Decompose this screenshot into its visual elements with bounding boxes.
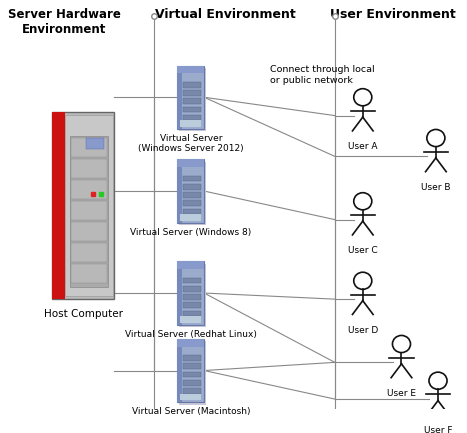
FancyBboxPatch shape	[71, 138, 107, 157]
FancyBboxPatch shape	[180, 394, 201, 400]
FancyBboxPatch shape	[184, 310, 201, 316]
FancyBboxPatch shape	[70, 136, 108, 287]
Text: Virtual Server
(Windows Server 2012): Virtual Server (Windows Server 2012)	[138, 134, 244, 153]
FancyBboxPatch shape	[184, 115, 201, 120]
FancyBboxPatch shape	[184, 184, 201, 190]
Text: User D: User D	[347, 326, 378, 335]
FancyBboxPatch shape	[52, 112, 64, 299]
FancyBboxPatch shape	[184, 192, 201, 198]
Text: Virtual Server (Redhat Linux): Virtual Server (Redhat Linux)	[125, 330, 257, 339]
FancyBboxPatch shape	[71, 264, 107, 283]
FancyBboxPatch shape	[177, 262, 182, 325]
FancyBboxPatch shape	[184, 294, 201, 300]
FancyBboxPatch shape	[177, 159, 204, 223]
Text: User B: User B	[421, 183, 451, 192]
FancyBboxPatch shape	[177, 159, 182, 223]
FancyBboxPatch shape	[179, 341, 206, 404]
FancyBboxPatch shape	[177, 66, 204, 129]
FancyBboxPatch shape	[177, 339, 204, 346]
FancyBboxPatch shape	[71, 243, 107, 262]
Text: Connect through local
or public network: Connect through local or public network	[270, 65, 375, 84]
FancyBboxPatch shape	[180, 316, 201, 323]
Text: Host Computer: Host Computer	[44, 309, 123, 320]
FancyBboxPatch shape	[71, 159, 107, 178]
FancyBboxPatch shape	[180, 120, 201, 127]
FancyBboxPatch shape	[184, 90, 201, 96]
FancyBboxPatch shape	[184, 278, 201, 283]
FancyBboxPatch shape	[184, 372, 201, 377]
Text: Virtual Server (Windows 8): Virtual Server (Windows 8)	[130, 228, 251, 237]
FancyBboxPatch shape	[184, 388, 201, 394]
FancyBboxPatch shape	[184, 363, 201, 369]
FancyBboxPatch shape	[184, 355, 201, 361]
FancyBboxPatch shape	[64, 115, 113, 296]
FancyBboxPatch shape	[71, 222, 107, 241]
FancyBboxPatch shape	[177, 339, 204, 402]
FancyBboxPatch shape	[179, 264, 206, 327]
Text: User Environment: User Environment	[330, 7, 456, 20]
FancyBboxPatch shape	[177, 262, 204, 325]
FancyBboxPatch shape	[184, 286, 201, 291]
FancyBboxPatch shape	[177, 262, 204, 269]
FancyBboxPatch shape	[177, 66, 204, 73]
Text: Virtual Server (Macintosh): Virtual Server (Macintosh)	[132, 407, 250, 416]
FancyBboxPatch shape	[184, 302, 201, 308]
FancyBboxPatch shape	[177, 339, 182, 402]
FancyBboxPatch shape	[71, 180, 107, 199]
FancyBboxPatch shape	[184, 380, 201, 385]
FancyBboxPatch shape	[180, 214, 201, 221]
FancyBboxPatch shape	[86, 138, 104, 149]
Text: Server Hardware
Environment: Server Hardware Environment	[7, 7, 120, 36]
FancyBboxPatch shape	[184, 98, 201, 104]
FancyBboxPatch shape	[177, 66, 182, 129]
FancyBboxPatch shape	[184, 200, 201, 206]
FancyBboxPatch shape	[184, 176, 201, 181]
FancyBboxPatch shape	[184, 107, 201, 112]
Text: User A: User A	[348, 142, 377, 151]
Text: User F: User F	[424, 426, 452, 433]
FancyBboxPatch shape	[52, 112, 114, 299]
FancyBboxPatch shape	[184, 82, 201, 87]
FancyBboxPatch shape	[184, 209, 201, 214]
Text: User E: User E	[387, 389, 416, 398]
Text: Virtual Environment: Virtual Environment	[155, 7, 296, 20]
FancyBboxPatch shape	[71, 201, 107, 220]
Text: User C: User C	[348, 246, 378, 255]
FancyBboxPatch shape	[177, 159, 204, 167]
FancyBboxPatch shape	[179, 162, 206, 225]
FancyBboxPatch shape	[179, 68, 206, 131]
